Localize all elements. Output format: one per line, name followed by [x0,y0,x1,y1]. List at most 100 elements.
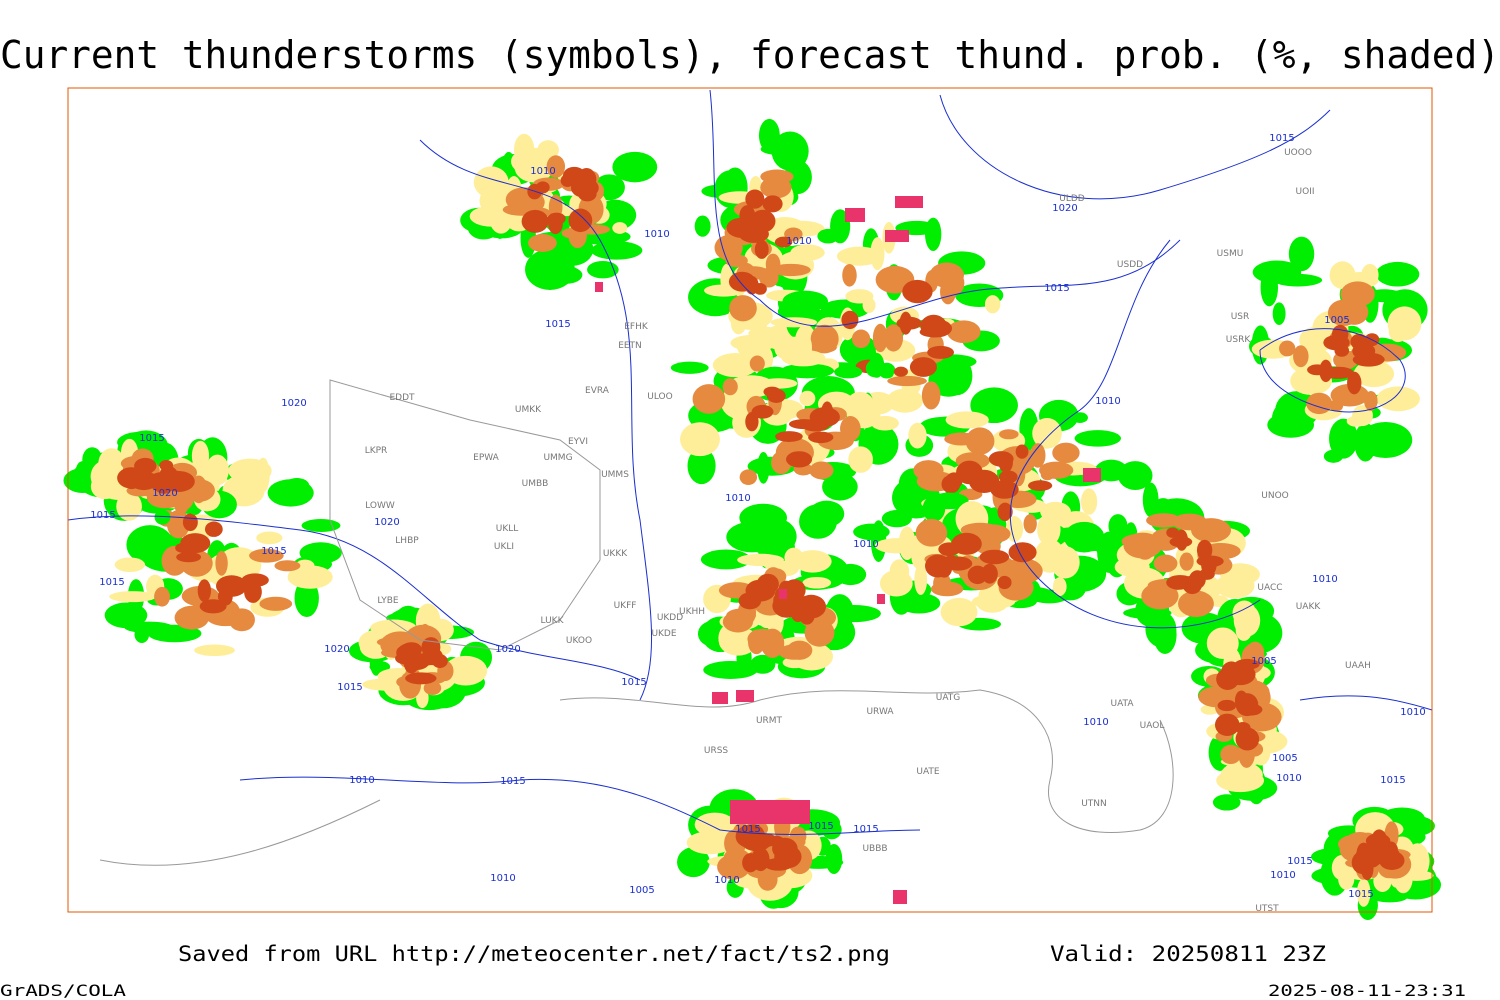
station-code: LKPR [365,446,388,456]
shade-blob [972,524,1011,544]
storm-symbol [730,800,810,824]
isobars [67,89,1433,835]
station-code: UMMG [543,453,572,463]
shade-blob [1052,577,1067,597]
shade-blob [751,404,774,419]
shade-blob [726,217,757,238]
shade-blob [204,521,223,537]
shade-blob [1027,480,1053,491]
shade-blob [1234,690,1248,711]
isobar-label: 1015 [853,824,878,835]
shade-blob [1166,527,1180,538]
shade-blob [1074,430,1122,447]
station-code: UMKK [515,405,542,415]
shade-blob [933,572,951,595]
shade-blob [1235,722,1251,735]
shade-blob [301,519,341,533]
shade-blob [902,279,933,304]
shade-blob [971,594,1016,609]
shade-blob [718,626,758,656]
shade-blob [1388,320,1408,343]
isobar-line [419,139,653,701]
shade-blob [799,390,816,407]
shade-blob [872,323,888,353]
isobar-label: 1010 [644,229,669,240]
shade-blob [1206,627,1239,660]
station-code: UKLL [496,524,519,534]
storm-symbol [712,692,728,704]
shade-blob [1117,461,1153,490]
shade-blob [997,575,1012,590]
shade-blob [772,837,798,860]
shade-blob [798,334,812,361]
shade-blob [173,485,190,515]
shade-blob [159,459,174,471]
isobar-label: 1015 [90,510,115,521]
shade-blob [747,628,779,650]
isobar-label: 1010 [1270,870,1295,881]
shade-blob [887,375,927,387]
station-code: UAKK [1296,602,1322,612]
shade-blob [804,618,835,647]
shade-blob [799,504,838,539]
isobar-line [939,94,1331,200]
title: Current thunderstorms (symbols), forecas… [0,33,1500,77]
shade-blob [1169,536,1193,548]
shade-blob [1217,699,1237,712]
shade-blob [883,324,904,352]
shade-blob [1232,600,1257,626]
shade-blob [194,644,235,657]
shade-blob [1352,342,1376,360]
shade-blob [295,559,315,573]
shade-blob [979,549,1010,565]
shade-blob [1030,443,1046,468]
station-code: UKDD [657,613,683,623]
isobar-label: 1015 [808,821,833,832]
shade-blob [1067,540,1111,552]
software: GrADS/COLA [0,981,126,1000]
shade-blob [775,431,803,442]
shade-blob [941,475,961,494]
shade-blob [1023,514,1037,534]
shade-blob [259,596,293,611]
station-code: UACC [1257,583,1282,593]
shade-blob [692,384,726,414]
shade-blob [1272,302,1286,325]
shade-blob [197,579,212,603]
shade-blob [762,555,784,570]
shade-blob [750,654,776,674]
shade-blob [765,253,781,276]
station-code: LYBE [377,596,398,606]
shade-blob [965,427,995,455]
isobar-label: 1010 [530,166,555,177]
shade-blob [870,520,887,562]
shade-blob [945,411,989,429]
isobar-line [709,89,1181,327]
shade-blob [1234,572,1247,587]
shade-blob [784,227,803,241]
shade-blob [729,295,757,322]
shade-blob [1307,364,1328,376]
shade-blob [1141,582,1179,610]
shade-blob [851,329,871,349]
shade-blob [1171,513,1208,531]
isobar-label: 1015 [261,546,286,557]
shade-blob [514,152,554,183]
shade-blob [889,559,910,584]
isobar-label: 1020 [374,517,399,528]
isobar-label: 1015 [1380,775,1405,786]
shade-blob [590,241,643,260]
storm-symbol [595,282,603,292]
shade-blob [1108,514,1128,538]
isobar-label: 1015 [1287,856,1312,867]
shade-blob [1371,829,1388,852]
shade-blob [783,579,806,602]
shade-blob [700,549,752,570]
isobar-label: 1015 [99,577,124,588]
shade-blob [1323,449,1344,463]
isobar-line [239,776,921,835]
border-line [99,799,381,866]
shade-blob [921,381,941,410]
valid-time: Valid: 20250811 23Z [1050,942,1326,966]
